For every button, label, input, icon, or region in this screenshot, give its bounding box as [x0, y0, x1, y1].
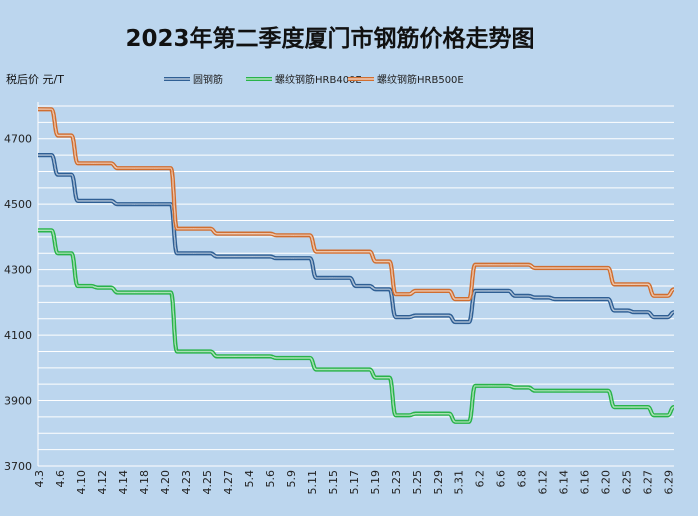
- x-tick-label: 6.29: [663, 470, 676, 495]
- x-tick-label: 5.29: [432, 470, 445, 495]
- x-tick-label: 6.6: [495, 470, 508, 488]
- chart-title: 2023年第二季度厦门市钢筋价格走势图: [125, 25, 534, 52]
- x-tick-label: 4.20: [159, 470, 172, 495]
- series-line-outer: [37, 228, 675, 424]
- x-tick-label: 6.8: [516, 470, 529, 488]
- x-tick-label: 4.6: [54, 470, 67, 488]
- y-tick-label: 4300: [4, 264, 32, 277]
- y-tick-label: 4700: [4, 133, 32, 146]
- x-tick-label: 4.25: [201, 470, 214, 495]
- x-tick-label: 6.16: [579, 470, 592, 495]
- x-tick-label: 4.10: [75, 470, 88, 495]
- series-line-core: [37, 230, 675, 422]
- x-tick-label: 6.2: [474, 470, 487, 488]
- x-tick-label: 5.19: [369, 470, 382, 495]
- y-tick-label: 3700: [4, 460, 32, 473]
- x-tick-labels: 4.3 4.6 4.10 4.12 4.14 4.18 4.20 4.23 4.25 4.27 5.…: [33, 470, 676, 495]
- legend-label: 圆钢筋: [193, 73, 223, 86]
- series-line-inner: [37, 229, 675, 423]
- x-tick-label: 5.17: [348, 470, 361, 495]
- x-tick-label: 5.15: [327, 470, 340, 495]
- grid-lines: [37, 102, 674, 467]
- series-line-inner: [37, 154, 675, 323]
- x-tick-label: 4.12: [96, 470, 109, 495]
- legend-label: 螺纹钢筋HRB500E: [377, 73, 464, 86]
- y-tick-label: 3900: [4, 395, 32, 408]
- x-tick-label: 4.14: [117, 470, 130, 495]
- y-tick-labels: 3700 3900 4100 4300 4500 4700: [4, 133, 32, 473]
- x-tick-label: 6.20: [600, 470, 613, 495]
- x-tick-label: 6.12: [537, 470, 550, 495]
- x-tick-label: 4.27: [222, 470, 235, 495]
- x-tick-label: 4.18: [138, 470, 151, 495]
- x-tick-label: 5.23: [390, 470, 403, 495]
- y-axis-label: 税后价 元/T: [6, 72, 64, 86]
- x-tick-label: 4.23: [180, 470, 193, 495]
- series-line-outer: [37, 152, 675, 325]
- x-tick-label: 5.4: [243, 470, 256, 488]
- x-tick-label: 5.9: [285, 470, 298, 488]
- legend: 圆钢筋 螺纹钢筋HRB400E 螺纹钢筋HRB500E: [164, 73, 464, 86]
- x-tick-label: 5.6: [264, 470, 277, 488]
- x-tick-label: 5.25: [411, 470, 424, 495]
- series-line-core: [37, 109, 675, 300]
- legend-label: 螺纹钢筋HRB400E: [275, 73, 362, 86]
- x-tick-label: 5.11: [306, 470, 319, 495]
- series-lines: [37, 107, 675, 424]
- x-tick-label: 6.14: [558, 470, 571, 495]
- y-tick-label: 4100: [4, 329, 32, 342]
- x-tick-label: 6.25: [621, 470, 634, 495]
- series-line-core: [37, 154, 675, 323]
- x-tick-label: 5.31: [453, 470, 466, 495]
- y-tick-label: 4500: [4, 198, 32, 211]
- x-tick-label: 6.27: [642, 470, 655, 495]
- x-tick-label: 4.3: [33, 470, 46, 488]
